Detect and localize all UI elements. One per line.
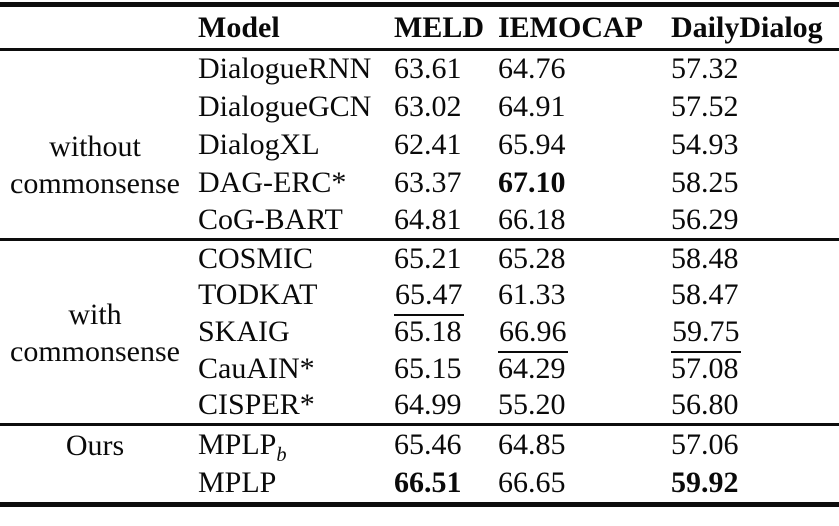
model-cell: CISPER* (198, 388, 315, 422)
model-cell: DialogXL (198, 127, 320, 161)
table-row: CISPER* 64.99 55.20 56.80 (0, 388, 839, 425)
value-cell-meld: 65.15 (394, 352, 462, 385)
value-cell-dailydialog: 58.47 (671, 278, 739, 311)
table-row: CoG-BART 64.81 66.18 56.29 (0, 202, 839, 240)
header-row: Model MELD IEMOCAP DailyDialog (0, 5, 839, 50)
value-cell-dailydialog: 58.48 (671, 241, 739, 275)
table-row: with commonsense COSMIC 65.21 65.28 58.4… (0, 240, 839, 368)
model-cell: MPLP (198, 466, 277, 500)
model-cell: DialogueGCN (198, 89, 372, 123)
model-cell: SKAIG (198, 315, 290, 348)
value-cell-iemocap: 64.91 (498, 89, 566, 123)
value-cell-meld: 65.21 (394, 241, 462, 275)
section-without-commonsense: without commonsense DialogueRNN 63.61 64… (0, 50, 839, 240)
table-row: SKAIG 65.18 66.96 59.75 (0, 314, 839, 353)
best-score: 59.92 (671, 466, 739, 500)
value-cell-dailydialog: 57.06 (671, 428, 739, 462)
table-row: DialogueGCN 63.02 64.91 57.52 (0, 88, 839, 126)
value-cell-iemocap: 64.29 (498, 352, 566, 385)
value-cell-dailydialog: 59.75 (663, 314, 839, 353)
group-label-ours: Ours (0, 425, 190, 505)
model-subscript: b (276, 444, 287, 467)
value-cell-dailydialog: 57.32 (671, 52, 739, 86)
second-best-score: 59.75 (671, 315, 741, 353)
table-row: MPLP 66.51 66.65 59.92 (0, 465, 839, 505)
value-cell-dailydialog: 59.92 (663, 465, 839, 505)
value-cell-dailydialog: 56.29 (671, 202, 739, 236)
results-table: Model MELD IEMOCAP DailyDialog without c… (0, 2, 839, 507)
table-row: without commonsense DialogueRNN 63.61 64… (0, 50, 839, 199)
model-cell: TODKAT (198, 278, 318, 311)
model-cell: DialogueRNN (198, 52, 372, 86)
value-cell-meld: 65.47 (386, 277, 490, 316)
value-cell-meld: 62.41 (394, 127, 462, 161)
value-cell-iemocap: 66.18 (498, 202, 566, 236)
table-row: DialogXL 62.41 65.94 54.93 (0, 126, 839, 164)
value-cell-dailydialog: 54.93 (671, 127, 739, 161)
model-cell: MPLPb (198, 428, 287, 467)
column-header-iemocap: IEMOCAP (498, 10, 643, 44)
value-cell-meld: 65.18 (394, 315, 462, 348)
group-label-with-commonsense: with commonsense (0, 240, 190, 425)
value-cell-dailydialog: 58.25 (671, 165, 739, 199)
value-cell-meld: 64.99 (394, 388, 462, 422)
second-best-score: 65.47 (394, 278, 464, 316)
model-cell: DAG-ERC* (198, 165, 347, 199)
value-cell-iemocap: 61.33 (498, 278, 566, 311)
value-cell-iemocap: 65.28 (498, 241, 566, 275)
value-cell-meld: 63.61 (394, 52, 462, 86)
best-score: 67.10 (498, 165, 566, 199)
value-cell-meld: 64.81 (394, 202, 462, 236)
section-ours: Ours MPLPb 65.46 64.85 57.06 MPLP 66.51 … (0, 425, 839, 505)
column-header-dailydialog: DailyDialog (671, 10, 823, 44)
column-header-group (0, 5, 190, 50)
column-header-meld: MELD (394, 10, 484, 44)
value-cell-dailydialog: 57.52 (671, 89, 739, 123)
table-row: DAG-ERC* 63.37 67.10 58.25 (0, 164, 839, 202)
second-best-score: 66.96 (498, 315, 568, 353)
paper-table-container: Model MELD IEMOCAP DailyDialog without c… (0, 2, 839, 507)
value-cell-meld: 63.02 (394, 89, 462, 123)
table-header: Model MELD IEMOCAP DailyDialog (0, 5, 839, 50)
value-cell-dailydialog: 56.80 (671, 388, 739, 422)
value-cell-dailydialog: 57.08 (671, 352, 739, 385)
section-with-commonsense: with commonsense COSMIC 65.21 65.28 58.4… (0, 240, 839, 425)
value-cell-meld: 66.51 (386, 465, 490, 505)
table-row: TODKAT 65.47 61.33 58.47 (0, 277, 839, 316)
group-label-text: Ours (65, 429, 125, 462)
table-row: CauAIN* 65.15 64.29 57.08 (0, 351, 839, 388)
value-cell-iemocap: 55.20 (498, 388, 566, 422)
group-label-text: without commonsense (10, 129, 180, 200)
value-cell-iemocap: 64.85 (498, 428, 566, 462)
value-cell-meld: 63.37 (394, 165, 462, 199)
table-row: Ours MPLPb 65.46 64.85 57.06 (0, 425, 839, 465)
value-cell-meld: 65.46 (394, 428, 462, 462)
model-cell: COSMIC (198, 241, 314, 275)
column-header-model: Model (198, 10, 280, 44)
model-cell: CauAIN* (198, 352, 315, 385)
value-cell-iemocap: 64.76 (498, 52, 566, 86)
value-cell-iemocap: 65.94 (498, 127, 566, 161)
value-cell-iemocap: 67.10 (490, 164, 663, 202)
value-cell-iemocap: 66.65 (498, 466, 566, 500)
value-cell-iemocap: 66.96 (490, 314, 663, 353)
group-label-text: with commonsense (10, 298, 180, 368)
group-label-without-commonsense: without commonsense (0, 50, 190, 240)
model-cell: CoG-BART (198, 202, 343, 236)
best-score: 66.51 (394, 466, 462, 500)
